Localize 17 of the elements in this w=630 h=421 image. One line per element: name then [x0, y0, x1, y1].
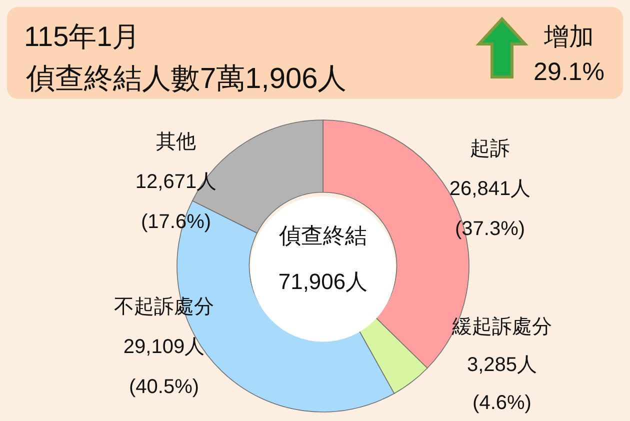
title: 115年1月 — [24, 21, 140, 52]
data-label: 3,285人 — [466, 354, 538, 376]
data-label: (4.6%) — [472, 392, 532, 414]
data-label: 不起訴處分 — [114, 296, 214, 318]
annotation: 71,906人 — [278, 269, 368, 294]
annotation: 增加 — [544, 23, 594, 51]
data-label: 29,109人 — [123, 336, 205, 358]
data-label: 緩起訴處分 — [452, 316, 552, 338]
data-label: (40.5%) — [128, 376, 200, 398]
data-label: (37.3%) — [454, 218, 526, 240]
subtitle: 偵查終結人數7萬1,906人 — [26, 63, 347, 95]
data-label: 12,671人 — [135, 171, 217, 193]
annotation: 29.1% — [534, 58, 604, 86]
annotation: 偵查終結 — [279, 223, 367, 248]
data-label: 起訴 — [470, 138, 510, 160]
data-label: 26,841人 — [449, 178, 531, 200]
data-label: 其他 — [156, 131, 196, 153]
